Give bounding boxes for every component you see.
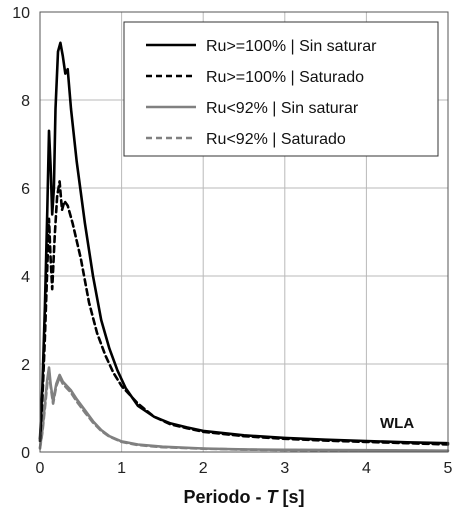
plot-frame (39, 11, 449, 453)
y-tick-label: 6 (21, 181, 30, 198)
y-tick-label: 8 (21, 93, 30, 110)
y-tick-label: 0 (21, 445, 30, 462)
legend-label-4: Ru<92% | Saturado (206, 131, 346, 148)
wla-annotation: WLA (380, 415, 414, 432)
x-tick-label: 0 (36, 460, 45, 477)
x-tick-label: 2 (199, 460, 208, 477)
x-tick-label: 3 (280, 460, 289, 477)
series-line-3 (38, 366, 450, 452)
series-line-1 (38, 41, 450, 445)
series-line-4 (38, 369, 450, 453)
x-axis-title-prefix: Periodo - (183, 487, 266, 507)
legend-label-2: Ru>=100% | Saturado (206, 69, 364, 86)
y-tick-label: 10 (12, 5, 30, 22)
series-layer (38, 41, 450, 453)
legend-label-3: Ru<92% | Sin saturar (206, 100, 359, 117)
x-tick-label: 4 (362, 460, 371, 477)
x-axis-title-unit: [s] (278, 487, 305, 507)
y-tick-label: 2 (21, 357, 30, 374)
x-tick-label: 5 (444, 460, 453, 477)
legend-label-1: Ru>=100% | Sin saturar (206, 38, 377, 55)
tick-labels: 0 1 2 3 4 5 0 2 4 6 8 10 (12, 5, 452, 477)
x-axis-title-variable: T (267, 487, 280, 507)
y-tick-label: 4 (21, 269, 30, 286)
x-tick-label: 1 (117, 460, 126, 477)
legend: Ru>=100% | Sin saturar Ru>=100% | Saturad… (123, 21, 439, 157)
x-axis-title: Periodo - T [s] (183, 487, 304, 507)
